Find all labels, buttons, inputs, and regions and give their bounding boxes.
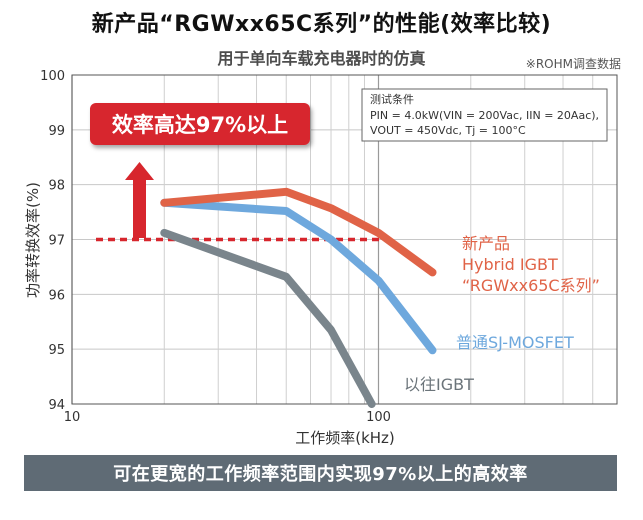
efficiency-callout: 效率高达97%以上 — [90, 103, 310, 145]
series-lines — [160, 187, 437, 408]
chart-subtitle: 用于单向车载充电器时的仿真 — [217, 49, 426, 68]
y-tick-label: 95 — [48, 343, 65, 358]
y-tick-label: 96 — [48, 288, 65, 303]
efficiency-chart: 94 95 96 97 98 99 100 10 100 工作频率(kHz) 功率转换效率(%… — [24, 69, 618, 447]
series-line — [160, 228, 376, 408]
x-tick-label: 100 — [366, 410, 391, 425]
series-label: “RGWxx65C系列” — [462, 276, 600, 295]
conditions-line2: VOUT = 450Vdc, Tj = 100°C — [370, 124, 526, 137]
series-labels: 新产品 Hybrid IGBT “RGWxx65C系列” 普通SJ-MOSFET 以往I… — [404, 234, 600, 394]
y-tick-label: 99 — [48, 124, 65, 139]
conditions-line1: PIN = 4.0kW(VIN = 200Vac, IIN = 20Aac), — [370, 109, 599, 122]
conditions-heading: 测试条件 — [370, 92, 414, 106]
summary-banner: 可在更宽的工作频率范围内实现97%以上的高效率 — [24, 455, 617, 491]
y-tick-labels: 94 95 96 97 98 99 100 — [40, 69, 65, 413]
series-label: 普通SJ-MOSFET — [456, 333, 574, 352]
y-tick-label: 100 — [40, 69, 65, 84]
callout-label: 效率高达97%以上 — [112, 113, 288, 137]
page-title: 新产品“RGWxx65C系列”的性能(效率比较) — [91, 12, 552, 37]
source-note: ※ROHM调查数据 — [525, 57, 621, 71]
series-line — [160, 198, 437, 355]
series-label: 新产品 — [462, 234, 510, 253]
x-axis-label: 工作频率(kHz) — [295, 429, 395, 447]
x-tick-labels: 10 100 — [64, 410, 391, 425]
y-tick-label: 94 — [48, 398, 65, 413]
series-line — [160, 187, 437, 277]
test-conditions-box: 测试条件 PIN = 4.0kW(VIN = 200Vac, IIN = 20A… — [361, 88, 608, 142]
series-label: 以往IGBT — [404, 375, 474, 394]
x-tick-label: 10 — [64, 410, 81, 425]
y-axis-label: 功率转换效率(%) — [24, 182, 42, 298]
y-tick-label: 98 — [48, 179, 65, 194]
up-arrow-icon — [125, 162, 154, 238]
plot-frame — [71, 74, 618, 405]
y-tick-label: 97 — [48, 234, 65, 249]
series-label: Hybrid IGBT — [462, 255, 558, 274]
